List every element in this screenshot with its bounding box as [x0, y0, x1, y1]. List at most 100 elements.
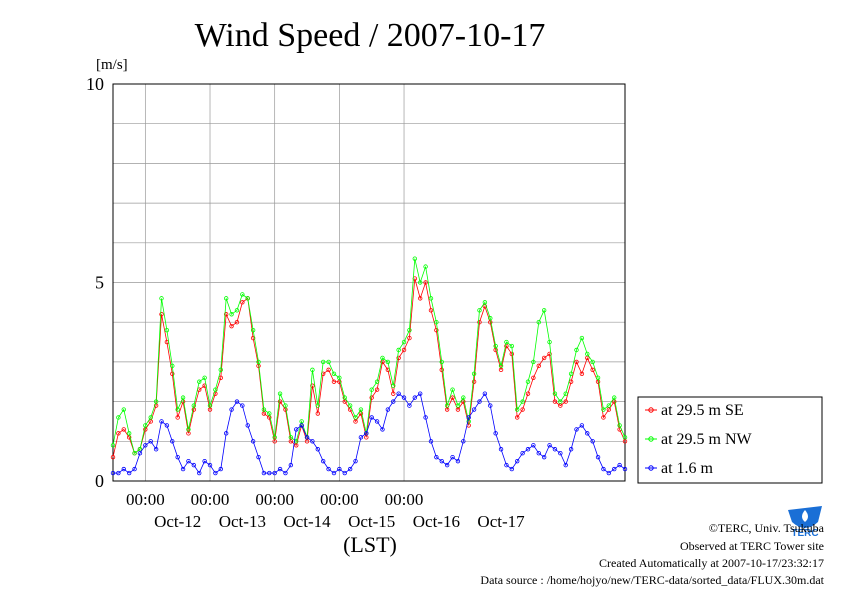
data-point: [617, 423, 622, 428]
data-point: [180, 395, 186, 400]
data-point: [423, 280, 428, 285]
data-point: [525, 391, 531, 396]
data-point: [612, 466, 617, 472]
data-point: [277, 391, 283, 396]
data-point: [595, 454, 601, 460]
data-point: [439, 367, 444, 373]
data-point: [277, 399, 283, 404]
data-point: [132, 466, 137, 472]
data-point: [331, 470, 337, 476]
data-point: [223, 431, 229, 436]
data-point: [207, 462, 213, 468]
legend-swatch-marker: [648, 436, 654, 442]
data-point: [180, 466, 186, 472]
data-point: [391, 399, 396, 404]
series-line: [112, 258, 626, 454]
data-point: [606, 403, 612, 408]
legend: at 29.5 m SE at 29.5 m NW at 1.6 m: [645, 402, 753, 477]
plot-frame: [112, 83, 626, 482]
data-point: [461, 395, 466, 400]
data-point: [385, 359, 391, 365]
data-point: [331, 379, 337, 384]
data-point: [326, 466, 331, 472]
legend-entry-label: at 29.5 m NW: [661, 431, 753, 448]
data-point: [256, 454, 261, 460]
data-point: [563, 462, 568, 468]
data-point: [418, 280, 423, 285]
data-point: [342, 395, 347, 400]
data-point: [358, 407, 364, 412]
data-point: [374, 387, 380, 392]
legend-box: [637, 396, 823, 484]
data-point: [159, 296, 164, 301]
data-point: [207, 403, 213, 408]
data-point: [347, 466, 353, 472]
data-point: [428, 296, 434, 301]
data-point: [159, 419, 164, 424]
data-point: [294, 427, 299, 432]
data-point: [197, 470, 202, 476]
data-point: [444, 403, 450, 408]
data-point: [315, 447, 320, 452]
data-point: [617, 462, 622, 468]
data-point: [148, 439, 153, 444]
copyright-text: ©TERC, Univ. Tsukuba: [708, 521, 824, 535]
data-point: [493, 343, 498, 349]
data-point: [552, 399, 558, 404]
data-point: [110, 443, 116, 448]
data-point: [240, 292, 245, 297]
data-point: [374, 419, 380, 424]
x-tick-day-label: Oct-13: [219, 512, 266, 531]
data-point: [143, 443, 148, 448]
data-point: [369, 387, 374, 392]
data-point: [401, 395, 407, 400]
data-point: [434, 327, 439, 333]
data-point: [175, 407, 180, 412]
data-point: [412, 395, 418, 400]
data-point: [579, 335, 585, 341]
data-point: [121, 407, 126, 412]
data-point: [369, 395, 374, 400]
legend-swatch-marker: [648, 407, 654, 413]
data-point: [585, 351, 590, 357]
data-point: [202, 375, 207, 380]
data-point: [536, 363, 541, 369]
data-point: [320, 458, 326, 464]
data-point: [428, 308, 434, 313]
data-point: [304, 435, 310, 440]
data-point: [547, 339, 552, 345]
data-point: [121, 466, 126, 472]
data-point: [272, 470, 277, 476]
data-point: [520, 451, 525, 456]
data-point: [488, 403, 493, 408]
data-point: [466, 415, 471, 420]
data-point: [299, 423, 304, 428]
data-point: [520, 399, 525, 404]
data-point: [541, 308, 547, 313]
data-point: [401, 339, 407, 345]
y-tick-label: 0: [95, 471, 104, 491]
data-point: [229, 323, 234, 329]
data-point: [250, 327, 256, 333]
data-point: [310, 383, 315, 388]
data-point: [509, 343, 515, 349]
data-point: [234, 399, 240, 404]
data-point: [423, 264, 428, 269]
series-0: [110, 276, 628, 460]
data-point: [175, 415, 180, 420]
data-point: [498, 363, 504, 369]
data-point: [622, 435, 628, 440]
data-source-text: Data source : /home/hojyo/new/TERC-data/…: [480, 573, 824, 587]
data-point: [423, 415, 428, 420]
data-point: [396, 347, 401, 353]
data-point: [261, 407, 267, 412]
data-point: [450, 387, 455, 392]
data-point: [240, 300, 245, 305]
data-point: [374, 379, 380, 384]
data-point: [601, 415, 606, 420]
data-point: [498, 447, 504, 452]
series-2: [110, 391, 628, 476]
y-axis-unit-label: [m/s]: [96, 57, 128, 73]
data-point: [407, 335, 412, 341]
